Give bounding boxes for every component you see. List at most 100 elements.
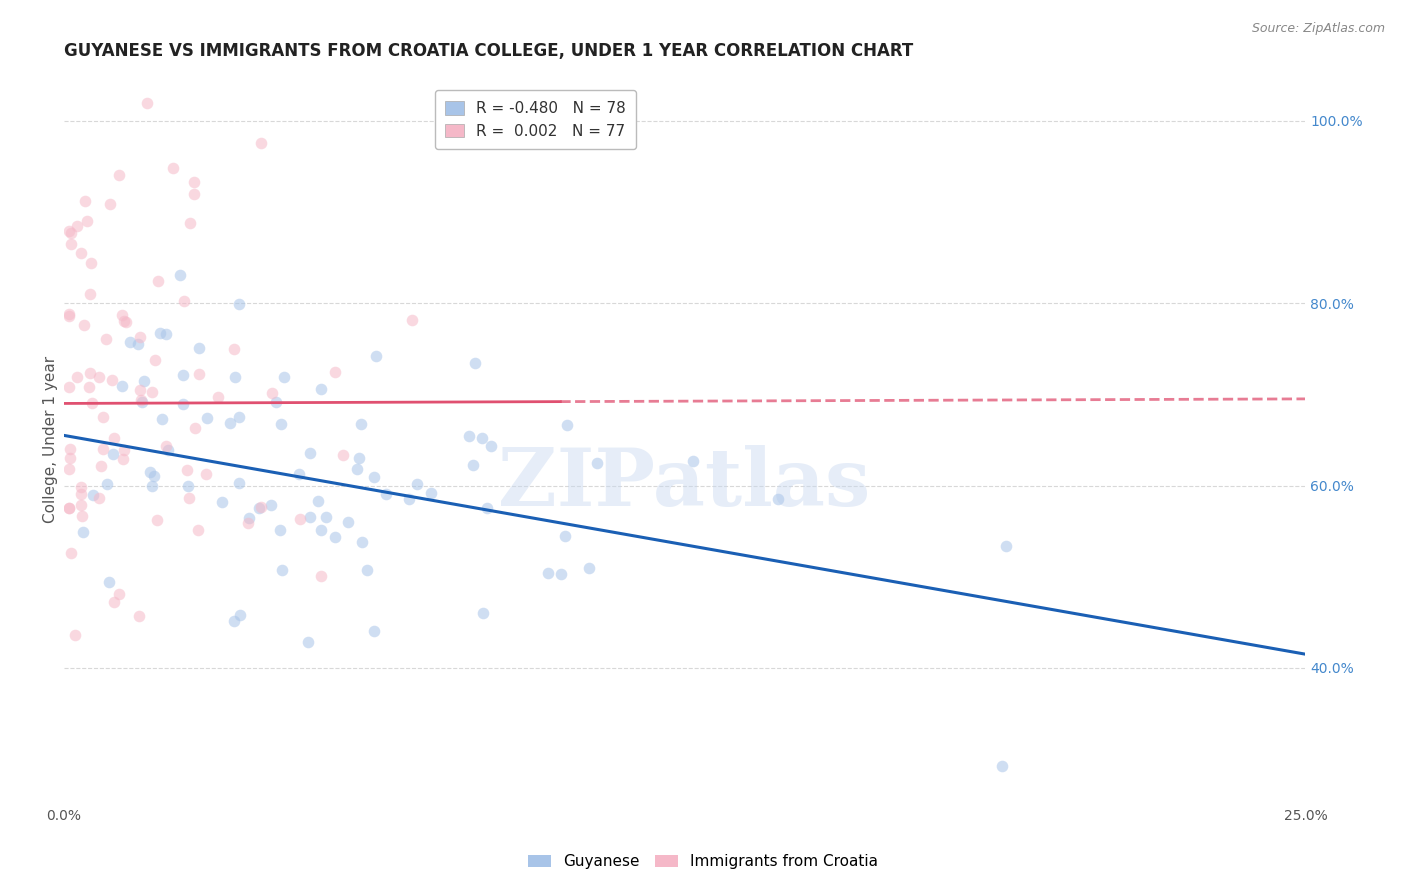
Y-axis label: College, Under 1 year: College, Under 1 year (44, 356, 58, 524)
Point (58, 307, 80, 321)
Point (363, 624, 385, 639)
Point (111, 308, 134, 322)
Point (271, 563, 294, 577)
Point (991, 758, 1014, 772)
Point (87, 491, 110, 506)
Point (228, 297, 250, 311)
Point (114, 316, 136, 330)
Point (224, 615, 246, 629)
Point (157, 443, 180, 458)
Point (66, 219, 89, 233)
Point (224, 342, 246, 356)
Point (337, 515, 360, 529)
Point (76, 214, 98, 228)
Point (60, 226, 83, 240)
Point (58, 380, 80, 394)
Point (995, 539, 1018, 553)
Point (464, 356, 486, 370)
Point (309, 382, 332, 396)
Point (249, 500, 271, 515)
Point (72, 508, 94, 523)
Point (172, 397, 194, 411)
Point (766, 491, 789, 506)
Point (309, 569, 332, 583)
Point (309, 523, 332, 537)
Point (315, 510, 337, 524)
Point (155, 326, 177, 341)
Point (79, 380, 101, 394)
Point (224, 370, 246, 384)
Point (219, 416, 242, 430)
Point (461, 458, 484, 473)
Point (135, 95, 157, 110)
Point (363, 469, 385, 483)
Point (103, 431, 125, 445)
Point (356, 564, 378, 578)
Point (70, 487, 93, 501)
Point (555, 418, 578, 433)
Point (332, 448, 354, 462)
Point (146, 513, 169, 527)
Point (155, 439, 177, 453)
Point (188, 367, 211, 381)
Point (66, 370, 89, 384)
Point (146, 274, 169, 288)
Point (59, 237, 82, 252)
Point (229, 607, 252, 622)
Point (177, 479, 200, 493)
Text: Source: ZipAtlas.com: Source: ZipAtlas.com (1251, 22, 1385, 36)
Point (550, 567, 572, 582)
Point (149, 326, 172, 341)
Point (94, 332, 117, 346)
Text: GUYANESE VS IMMIGRANTS FROM CROATIA COLLEGE, UNDER 1 YEAR CORRELATION CHART: GUYANESE VS IMMIGRANTS FROM CROATIA COLL… (63, 42, 912, 60)
Point (350, 417, 373, 431)
Point (177, 491, 200, 505)
Point (350, 535, 373, 549)
Point (150, 412, 173, 426)
Point (141, 385, 163, 400)
Point (586, 456, 609, 470)
Point (91, 442, 114, 457)
Point (475, 500, 498, 515)
Point (299, 509, 322, 524)
Point (183, 186, 205, 201)
Point (58, 310, 80, 324)
Point (207, 391, 229, 405)
Point (273, 369, 295, 384)
Point (247, 501, 270, 516)
Point (69, 480, 91, 494)
Point (262, 386, 284, 401)
Point (187, 523, 209, 537)
Point (112, 452, 135, 467)
Point (79, 286, 101, 301)
Point (132, 375, 155, 389)
Point (58, 462, 80, 476)
Point (375, 486, 398, 500)
Point (269, 523, 291, 537)
Point (297, 635, 319, 649)
Point (87, 369, 110, 384)
Point (471, 606, 494, 620)
Point (58, 501, 80, 516)
Point (405, 477, 427, 491)
Point (131, 395, 153, 409)
Point (70, 246, 93, 260)
Point (323, 530, 346, 544)
Point (79, 366, 101, 380)
Point (103, 595, 125, 609)
Text: ZIPatlas: ZIPatlas (498, 445, 870, 523)
Point (195, 411, 218, 425)
Point (194, 467, 217, 482)
Point (266, 395, 288, 409)
Point (120, 335, 142, 350)
Point (139, 465, 162, 479)
Point (554, 529, 576, 543)
Point (211, 495, 233, 509)
Point (537, 566, 560, 580)
Point (183, 175, 205, 189)
Point (100, 196, 122, 211)
Point (366, 349, 388, 363)
Legend: R = -0.480   N = 78, R =  0.002   N = 77: R = -0.480 N = 78, R = 0.002 N = 77 (434, 90, 637, 149)
Point (578, 561, 600, 575)
Point (270, 417, 292, 431)
